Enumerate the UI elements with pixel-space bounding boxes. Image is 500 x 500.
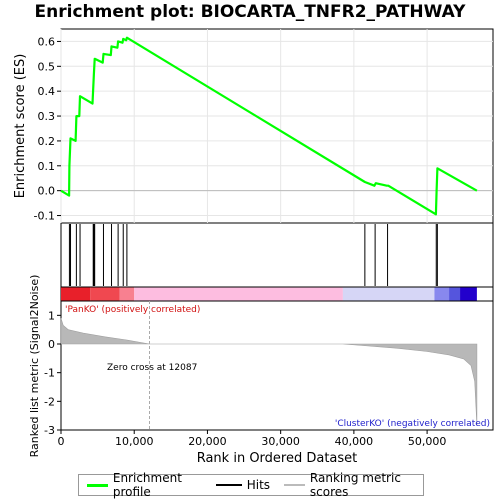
legend-label: Ranking metric scores xyxy=(309,471,401,499)
heatmap-segment xyxy=(61,287,91,301)
es-panel xyxy=(60,28,494,224)
metric-tick-label: 1 xyxy=(48,309,55,322)
heatmap-segment xyxy=(460,287,477,301)
x-tick-label: 20,000 xyxy=(188,435,227,448)
ranking-metric-area xyxy=(60,318,478,426)
legend-item: Hits xyxy=(215,478,271,492)
zero-cross-label: Zero cross at 12087 xyxy=(107,363,197,373)
legend-item: Enrichment profile xyxy=(87,471,202,499)
es-tick-label: 0.5 xyxy=(38,60,56,73)
metric-tick-label: -3 xyxy=(44,424,55,437)
x-tick-label: 30,000 xyxy=(261,435,300,448)
heatmap-segment xyxy=(90,287,120,301)
es-tick-label: 0.6 xyxy=(38,35,56,48)
metric-panel xyxy=(60,300,494,431)
es-tick-label: 0.2 xyxy=(38,135,56,148)
legend-label: Enrichment profile xyxy=(112,471,182,499)
heatmap-segment xyxy=(434,287,450,301)
x-tick-label: 50,000 xyxy=(408,435,447,448)
heatmap-segment xyxy=(342,287,435,301)
legend-label: Hits xyxy=(246,478,271,492)
positive-label: 'PanKO' (positively correlated) xyxy=(65,305,200,315)
heatmap-segment xyxy=(119,287,135,301)
x-tick-label: 0 xyxy=(58,435,65,448)
legend: Enrichment profile Hits Ranking metric sco… xyxy=(78,471,424,499)
es-axis-label: Enrichment score (ES) xyxy=(13,54,28,199)
x-axis-label: Rank in Ordered Dataset xyxy=(197,451,358,466)
enrichment-profile-line xyxy=(60,36,478,216)
heatmap-segment xyxy=(134,287,343,301)
legend-swatch xyxy=(87,483,108,487)
x-tick-label: 40,000 xyxy=(335,435,374,448)
legend-swatch xyxy=(284,484,305,486)
metric-tick-label: -1 xyxy=(44,367,55,380)
hits-panel xyxy=(60,222,494,288)
heatmap-segment xyxy=(449,287,461,301)
es-tick-label: 0.3 xyxy=(38,110,56,123)
legend-swatch xyxy=(215,484,242,486)
es-tick-label: 0.4 xyxy=(38,85,56,98)
metric-tick-label: -2 xyxy=(44,395,55,408)
chart-title: Enrichment plot: BIOCARTA_TNFR2_PATHWAY xyxy=(34,2,466,22)
es-tick-label: 0.0 xyxy=(38,185,56,198)
metric-axis-label: Ranked list metric (Signal2Noise) xyxy=(28,275,41,458)
negative-label: 'ClusterKO' (negatively correlated) xyxy=(335,419,490,429)
metric-tick-label: 0 xyxy=(48,338,55,351)
legend-item: Ranking metric scores xyxy=(284,471,417,499)
es-tick-label: 0.1 xyxy=(38,160,56,173)
es-tick-label: -0.1 xyxy=(34,210,55,223)
x-tick-label: 10,000 xyxy=(115,435,154,448)
